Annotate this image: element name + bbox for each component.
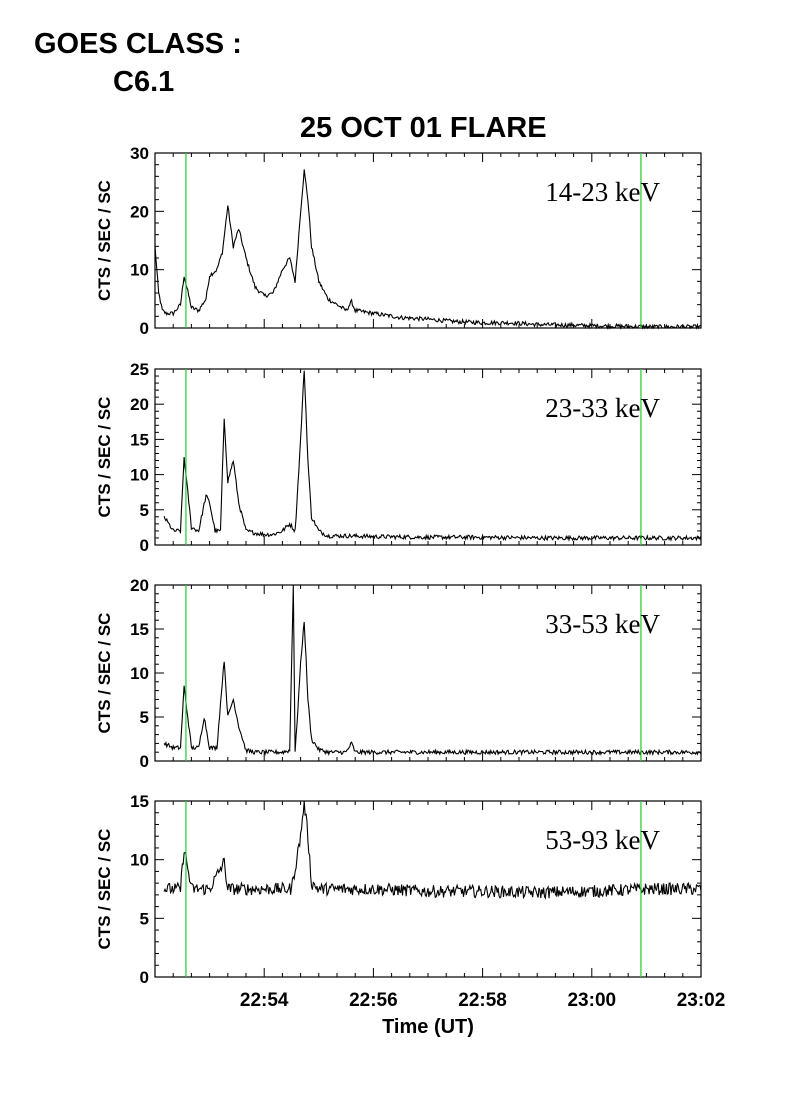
series-line xyxy=(154,169,702,330)
y-tick-label: 10 xyxy=(130,466,149,485)
y-tick-label: 10 xyxy=(130,664,149,683)
y-axis-label: CTS / SEC / SC xyxy=(95,180,114,301)
goes-class-label: GOES CLASS : xyxy=(34,28,242,60)
y-tick-label: 25 xyxy=(130,360,149,379)
y-tick-label: 30 xyxy=(130,144,149,163)
y-tick-label: 15 xyxy=(130,792,149,811)
energy-band-label: 14-23 keV xyxy=(545,177,660,207)
x-tick-label: 22:54 xyxy=(240,990,289,1011)
series-line xyxy=(163,370,702,543)
x-tick-label: 22:58 xyxy=(458,990,507,1011)
goes-class-value: C6.1 xyxy=(113,66,175,98)
y-tick-label: 20 xyxy=(130,395,149,414)
y-tick-label: 0 xyxy=(140,536,149,555)
y-tick-label: 5 xyxy=(140,708,149,727)
chart-title: 25 OCT 01 FLARE xyxy=(300,112,547,144)
x-tick-label: 23:02 xyxy=(677,990,726,1011)
energy-band-label: 53-93 keV xyxy=(545,825,660,855)
y-tick-label: 15 xyxy=(130,430,149,449)
y-tick-label: 5 xyxy=(140,501,149,520)
series-line xyxy=(163,585,702,757)
y-tick-label: 10 xyxy=(130,261,149,280)
y-axis-label: CTS / SEC / SC xyxy=(95,829,114,950)
y-tick-label: 20 xyxy=(130,576,149,595)
y-axis-label: CTS / SEC / SC xyxy=(95,397,114,518)
x-tick-label: 22:56 xyxy=(349,990,398,1011)
y-tick-label: 10 xyxy=(130,851,149,870)
y-tick-label: 20 xyxy=(130,202,149,221)
y-tick-label: 15 xyxy=(130,620,149,639)
y-tick-label: 5 xyxy=(140,909,149,928)
x-tick-label: 23:00 xyxy=(567,990,616,1011)
y-tick-label: 0 xyxy=(140,319,149,338)
y-axis-label: CTS / SEC / SC xyxy=(95,613,114,734)
series-line xyxy=(163,800,702,900)
energy-band-label: 33-53 keV xyxy=(545,609,660,639)
x-axis-label: Time (UT) xyxy=(382,1016,474,1038)
y-tick-label: 0 xyxy=(140,752,149,771)
y-tick-label: 0 xyxy=(140,968,149,987)
energy-band-label: 23-33 keV xyxy=(545,393,660,423)
